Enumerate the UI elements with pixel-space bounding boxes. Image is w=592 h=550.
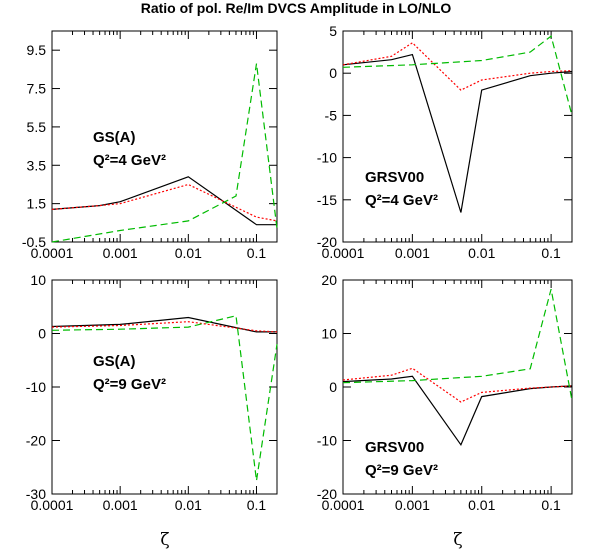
x-tick-label: 0.001 [395, 245, 430, 261]
series-line-dashed [342, 35, 573, 116]
y-tick-label: 1.5 [27, 196, 47, 212]
series-line-dashed [51, 315, 278, 481]
y-tick-label: 3.5 [27, 157, 47, 173]
panel-annotation: Q²=9 GeV² [365, 462, 438, 479]
y-tick-label: -20 [26, 433, 46, 449]
plot-frame [51, 30, 278, 243]
x-tick-label: 0.001 [103, 497, 138, 513]
x-axis-label-right: ζ [453, 530, 462, 550]
series-line-dashed [51, 63, 278, 243]
panel-annotation: GS(A) [93, 353, 136, 370]
series-line-dotted [51, 321, 278, 333]
x-tick-label: 0.0001 [31, 497, 74, 513]
x-tick-label: 0.0001 [322, 245, 365, 261]
series-line-solid [51, 316, 277, 333]
y-tick-label: 9.5 [27, 42, 47, 58]
x-tick-label: 0.1 [247, 497, 267, 513]
y-tick-label: 0 [38, 326, 46, 342]
series-line-solid [342, 375, 573, 447]
y-tick-label: 10 [321, 326, 337, 342]
y-tick-label: -10 [26, 379, 46, 395]
figure-title: Ratio of pol. Re/Im DVCS Amplitude in LO… [141, 0, 452, 16]
x-tick-label: 0.01 [175, 245, 202, 261]
y-tick-label: 0 [329, 65, 337, 81]
x-tick-label: 0.01 [175, 497, 202, 513]
plot-frame [342, 30, 573, 243]
y-tick-label: 10 [30, 272, 46, 288]
panel-annotation: GS(A) [93, 129, 136, 146]
y-tick-label: -10 [317, 150, 337, 166]
x-tick-label: 0.01 [468, 245, 495, 261]
y-tick-label: -20 [317, 234, 337, 250]
series-line-dashed [342, 288, 573, 401]
y-tick-label: -10 [317, 433, 337, 449]
series-line-solid [342, 53, 573, 213]
x-tick-label: 0.1 [247, 245, 267, 261]
y-tick-label: -5 [325, 107, 338, 123]
y-tick-label: 7.5 [27, 81, 47, 97]
y-tick-label: 5.5 [27, 119, 47, 135]
x-tick-label: 0.001 [395, 497, 430, 513]
y-tick-label: -0.5 [22, 234, 46, 250]
x-tick-label: 0.0001 [322, 497, 365, 513]
y-tick-label: -15 [317, 192, 337, 208]
series-line-dotted [342, 42, 573, 91]
y-tick-label: -30 [26, 486, 46, 502]
x-tick-label: 0.001 [103, 245, 138, 261]
panel-annotation: Q²=9 GeV² [93, 376, 166, 393]
panel-1: 0.0001 0.001 0.01 0.1 -0.5 1.5 3.5 5.5 7.5 9.5 GS(… [22, 30, 278, 261]
x-tick-label: 0.1 [541, 245, 561, 261]
panels: 0.0001 0.001 0.01 0.1 -0.5 1.5 3.5 5.5 7.5 9.5 GS(… [22, 23, 573, 513]
panel-annotation: Q²=4 GeV² [93, 152, 166, 169]
panel-annotation: GRSV00 [365, 439, 424, 456]
panel-3: 0.0001 0.001 0.01 0.1 10 0 -10 -20 -30 GS(A) Q²=9 … [26, 272, 278, 513]
panel-annotation: GRSV00 [365, 169, 424, 186]
x-tick-label: 0.01 [468, 497, 495, 513]
y-tick-label: 5 [329, 23, 337, 39]
series-line-dotted [342, 367, 573, 403]
x-axis-label-left: ζ [160, 530, 169, 550]
y-tick-label: 20 [321, 272, 337, 288]
x-tick-label: 0.1 [541, 497, 561, 513]
x-tick-label: 0.0001 [31, 245, 74, 261]
panel-2: 0.0001 0.001 0.01 0.1 5 0 -5 -10 -15 -20 GRSV00 Q²=… [317, 23, 573, 261]
y-tick-label: 0 [329, 379, 337, 395]
y-tick-label: -20 [317, 486, 337, 502]
panel-4: 0.0001 0.001 0.01 0.1 20 10 0 -10 -20 GRSV00 Q²=9 … [317, 272, 573, 513]
panel-annotation: Q²=4 GeV² [365, 192, 438, 209]
series-line-solid [51, 176, 277, 226]
